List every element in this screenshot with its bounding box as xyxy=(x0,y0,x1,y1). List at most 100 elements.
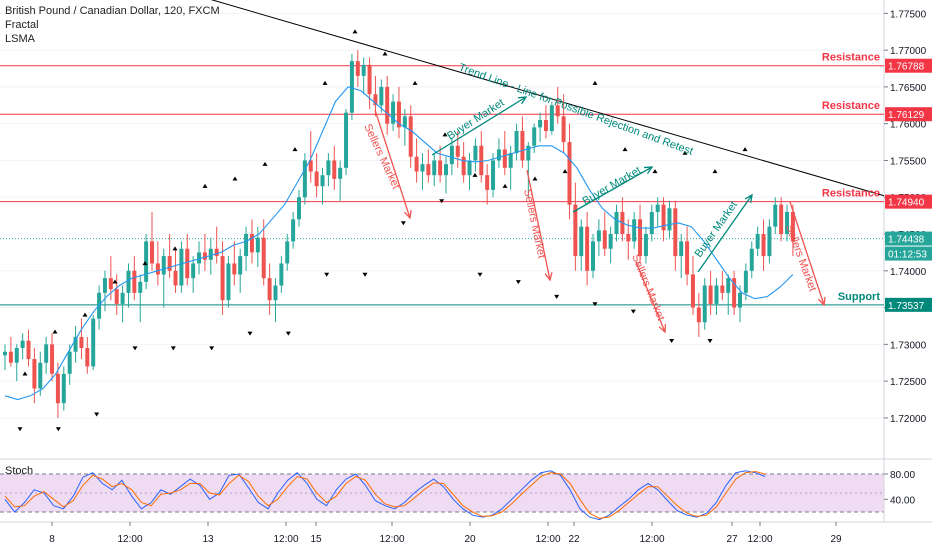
candle-body xyxy=(396,101,401,128)
candle-body xyxy=(8,351,13,363)
time-axis[interactable]: 8 12:00 13 12:00 15 12:00 20 12:00 22 12:00 27 12:0… xyxy=(49,522,842,545)
candle-body xyxy=(420,164,425,172)
arrow-buyers-2-head xyxy=(643,166,654,174)
stoch-tick-label: 40.00 xyxy=(890,495,915,506)
candle-body xyxy=(226,263,231,301)
stoch-series-d[interactable] xyxy=(4,470,766,519)
fractal-down xyxy=(324,272,330,277)
fractal-up xyxy=(682,150,688,155)
time-tick-label: 12:00 xyxy=(379,534,404,545)
fractal-up xyxy=(622,147,628,152)
fractal-up xyxy=(172,246,178,251)
trend-line[interactable] xyxy=(170,0,885,197)
candle-body xyxy=(685,241,690,275)
candle-body xyxy=(3,351,7,356)
candle-body xyxy=(173,270,178,286)
candle-body xyxy=(438,160,443,176)
indicator-lsma-label[interactable]: LSMA xyxy=(5,33,35,45)
fractal-down xyxy=(515,280,521,285)
fractal-down xyxy=(707,338,713,343)
candle-body xyxy=(355,61,360,76)
fractal-down xyxy=(362,272,368,277)
candle-body xyxy=(496,149,501,161)
candle-body xyxy=(567,142,572,205)
fractal-up xyxy=(532,176,538,181)
candle-body xyxy=(473,145,478,161)
candle-body xyxy=(449,145,454,165)
arrow-sellers-3-head xyxy=(658,323,667,334)
candle-body xyxy=(191,263,196,279)
candle-body xyxy=(285,241,290,264)
candle-body xyxy=(749,248,754,271)
candle-body xyxy=(626,234,631,242)
indicator-fractal-label[interactable]: Fractal xyxy=(5,19,39,31)
price-tick-label: 1.72500 xyxy=(890,377,927,388)
resistance-2-tag-bg xyxy=(885,107,932,122)
annotation-sup: Support xyxy=(838,291,880,303)
stoch-axis[interactable]: 80.00 40.00 xyxy=(884,470,915,506)
candle-body xyxy=(708,285,713,304)
time-tick-label: 29 xyxy=(830,534,842,545)
stoch-title[interactable]: Stoch xyxy=(5,465,34,477)
arrow-sellers-2-head xyxy=(544,272,553,282)
candle-body xyxy=(726,278,731,293)
candle-body xyxy=(91,318,96,367)
price-tick-label: 1.76000 xyxy=(890,120,927,131)
fractal-up xyxy=(52,329,58,334)
candle-body xyxy=(167,256,172,271)
candle-body xyxy=(220,256,225,301)
time-tick-label: 22 xyxy=(568,534,580,545)
candle-body xyxy=(338,167,343,179)
arrow-buyers-3 xyxy=(697,194,753,273)
time-tick-label: 8 xyxy=(49,534,55,545)
candle-body xyxy=(73,336,78,352)
candle-body xyxy=(132,270,137,293)
candle-body xyxy=(202,252,207,260)
candle-body xyxy=(20,340,25,349)
price-tick-label: 1.74000 xyxy=(890,267,927,278)
arrow-sellers-4-head xyxy=(817,296,826,307)
support-tag-bg xyxy=(885,297,932,312)
arrow-buyers-1-head xyxy=(517,96,528,105)
candle-body xyxy=(432,160,437,176)
stoch-series-k[interactable] xyxy=(4,470,766,521)
candle-body xyxy=(444,164,448,176)
fractal-up xyxy=(412,80,418,85)
fractal-down xyxy=(400,221,406,226)
candle-body xyxy=(349,61,354,113)
fractal-down xyxy=(17,427,23,432)
candle-body xyxy=(161,256,166,275)
candle-body xyxy=(714,285,719,304)
candle-body xyxy=(120,292,125,304)
candle-body xyxy=(126,270,131,293)
fractal-up xyxy=(712,169,718,174)
fractal-up xyxy=(82,312,88,317)
candle-body xyxy=(773,204,778,227)
candle-body xyxy=(44,344,49,363)
stoch-tick-label: 80.00 xyxy=(890,470,915,481)
price-tick-label: 1.72000 xyxy=(890,414,927,425)
candle-body xyxy=(279,263,284,286)
fractal-up xyxy=(262,161,268,166)
price-tick-label: 1.77000 xyxy=(890,46,927,57)
candle-body xyxy=(461,156,466,176)
candle-body xyxy=(197,252,202,264)
candle-body xyxy=(502,149,507,168)
candle-body xyxy=(690,274,695,308)
candle-body xyxy=(638,219,643,257)
fractal-down xyxy=(554,294,560,299)
lsma-line[interactable] xyxy=(4,86,794,401)
fractal-down xyxy=(630,309,636,314)
last-price-tag-bg xyxy=(885,231,932,246)
candle-body xyxy=(208,248,213,260)
candle-body xyxy=(249,234,254,253)
candle-body xyxy=(485,175,490,190)
candle-body xyxy=(273,285,278,301)
arrow-sellers-1-head xyxy=(403,209,412,220)
fractal-up xyxy=(652,169,658,174)
fractal-up xyxy=(472,172,478,177)
candle-body xyxy=(455,145,460,157)
time-tick-label: 15 xyxy=(310,534,322,545)
